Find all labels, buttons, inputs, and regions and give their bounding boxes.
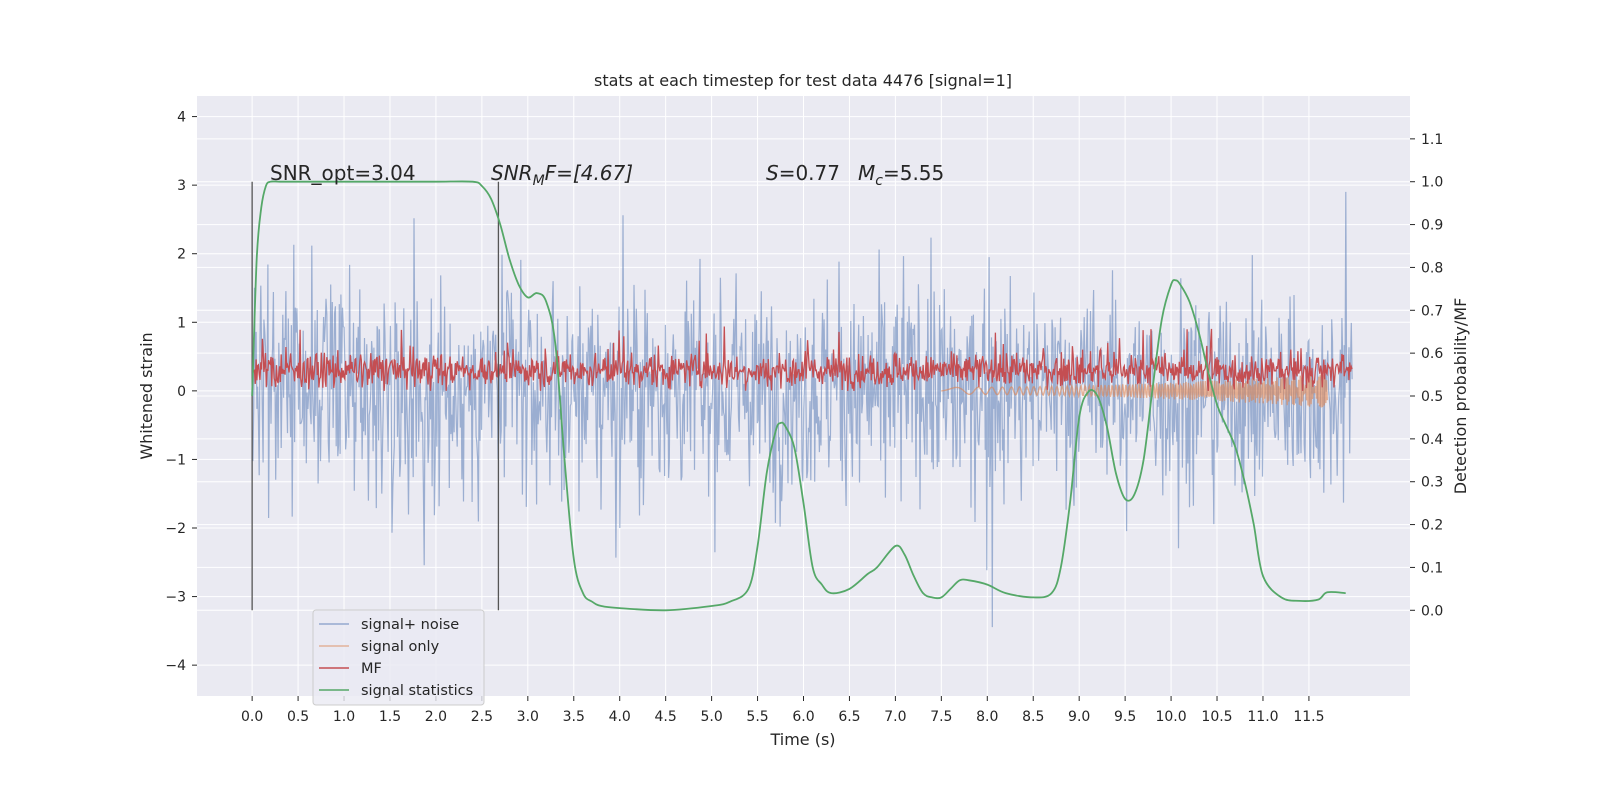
y-tick-label: 1	[177, 315, 186, 331]
x-tick-label: 2.5	[471, 709, 493, 725]
marks	[251, 180, 1353, 628]
legend-entry-signal-statistics: signal statistics	[319, 683, 473, 699]
snr-opt-annotation: SNR_opt=3.04	[270, 161, 416, 185]
y2-axis-label: Detection probability/MF	[1451, 298, 1470, 495]
x-tick-label: 8.0	[976, 709, 998, 725]
snr-mf-value: F=[4.67]	[545, 161, 633, 185]
legend: signal+ noise signal only MF signal stat…	[312, 609, 485, 706]
y2-tick-label: 0.9	[1421, 218, 1443, 234]
s-value: =0.77	[779, 161, 840, 185]
snr-mf-symbol: SNR	[491, 161, 533, 185]
y2-tick-label: 0.4	[1421, 432, 1443, 448]
y2-tick-label: 1.0	[1421, 175, 1443, 191]
y-tick-label: 2	[177, 247, 186, 263]
x-tick-label: 4.0	[609, 709, 631, 725]
y-tick-label: −2	[165, 521, 186, 537]
series-signal-statistics-line	[251, 180, 1346, 612]
mc-value: =5.55	[883, 161, 944, 185]
series-signal-noise-line	[251, 191, 1353, 628]
legend-entry-signal-noise: signal+ noise	[319, 617, 459, 633]
legend-entry-mf: MF	[319, 661, 382, 677]
y2-tick-label: 0.3	[1421, 475, 1443, 491]
y-tick-label: 3	[177, 178, 186, 194]
x-tick-label: 5.5	[746, 709, 768, 725]
x-tick-label: 5.0	[700, 709, 722, 725]
x-tick-label: 8.5	[1022, 709, 1044, 725]
legend-label-signal-noise: signal+ noise	[361, 617, 459, 633]
y2-tick-label: 0.0	[1421, 603, 1443, 619]
x-tick-label: 2.0	[425, 709, 447, 725]
legend-label-mf: MF	[361, 661, 382, 677]
y-tick-label: −1	[165, 452, 186, 468]
y-axis-left: −4 −3 −2 −1 0 1 2 3 4	[165, 110, 197, 674]
snr-mf-annotation: SNRMF=[4.67]	[491, 161, 633, 189]
y2-tick-label: 1.1	[1421, 132, 1443, 148]
x-tick-label: 7.0	[884, 709, 906, 725]
y2-tick-label: 0.5	[1421, 389, 1443, 405]
x-tick-label: 11.5	[1293, 709, 1324, 725]
mc-symbol: M	[858, 161, 875, 185]
mc-annotation: Mc=5.55	[858, 161, 944, 189]
y-axis-right: 0.0 0.1 0.2 0.3 0.4 0.5 0.6 0.7 0.8 0.9 1.0 1.1	[1410, 132, 1443, 619]
annotations: SNR_opt=3.04 SNRMF=[4.67] S=0.77 Mc=5.55	[270, 161, 944, 189]
x-tick-label: 4.5	[655, 709, 677, 725]
x-tick-label: 6.0	[792, 709, 814, 725]
x-tick-label: 1.5	[379, 709, 401, 725]
y-tick-label: 4	[177, 110, 186, 126]
y2-tick-label: 0.7	[1421, 303, 1443, 319]
legend-label-signal-statistics: signal statistics	[361, 683, 473, 699]
snr-mf-subscript: M	[533, 173, 545, 189]
mc-subscript: c	[875, 173, 883, 189]
y-tick-label: −4	[165, 658, 186, 674]
y-tick-label: −3	[165, 590, 186, 606]
x-tick-label: 3.5	[563, 709, 585, 725]
x-tick-label: 1.0	[333, 709, 355, 725]
y-axis-label: Whitened strain	[137, 332, 156, 459]
y2-tick-label: 0.6	[1421, 346, 1443, 362]
x-tick-label: 10.0	[1155, 709, 1186, 725]
chart-title: stats at each timestep for test data 447…	[594, 71, 1012, 90]
series-mf-line	[251, 326, 1353, 391]
x-axis-label: Time (s)	[769, 730, 835, 749]
s-annotation: S=0.77	[766, 161, 840, 185]
y-tick-label: 0	[177, 384, 186, 400]
x-tick-label: 7.5	[930, 709, 952, 725]
x-tick-label: 11.0	[1247, 709, 1278, 725]
y2-tick-label: 0.1	[1421, 560, 1443, 576]
y2-tick-label: 0.8	[1421, 260, 1443, 276]
x-tick-label: 9.0	[1068, 709, 1090, 725]
x-tick-label: 9.5	[1114, 709, 1136, 725]
legend-entry-signal-only: signal only	[319, 639, 440, 655]
x-axis: 0.0 0.5 1.0 1.5 2.0 2.5 3.0 3.5 4.0 4.5 5.0 5.5 6.0 6…	[241, 696, 1325, 725]
x-tick-label: 0.0	[241, 709, 263, 725]
x-tick-label: 10.5	[1201, 709, 1232, 725]
s-symbol: S	[766, 161, 779, 185]
x-tick-label: 6.5	[838, 709, 860, 725]
x-tick-label: 0.5	[287, 709, 309, 725]
y2-tick-label: 0.2	[1421, 518, 1443, 534]
legend-frame	[312, 609, 485, 706]
legend-label-signal-only: signal only	[361, 639, 440, 655]
series-signal-only-line	[941, 374, 1328, 408]
x-tick-label: 3.0	[517, 709, 539, 725]
